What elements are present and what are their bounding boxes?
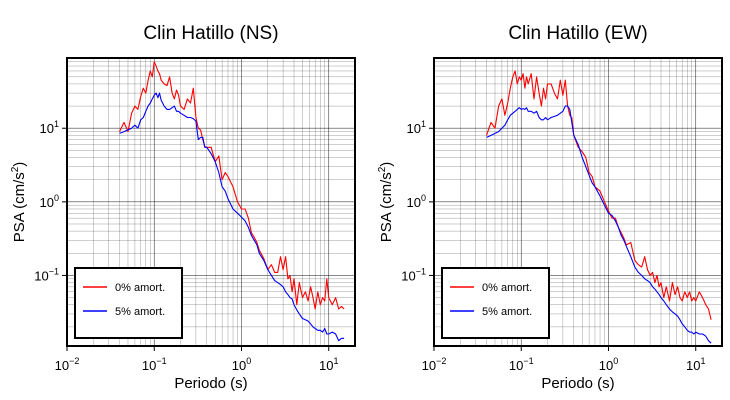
y-axis-label-end: ) — [378, 162, 395, 167]
y-tick-label: 10−1 — [401, 266, 426, 283]
y-axis-label: PSA (cm/s2) — [377, 162, 395, 243]
y-tick-exp: −1 — [416, 266, 426, 276]
y-tick-label: 10−1 — [34, 266, 59, 283]
chart-title: Clin Hatillo (EW) — [508, 23, 647, 44]
chart-panel-ns: Clin Hatillo (NS) 10−2 10−1 100 10110−11001… — [10, 23, 356, 392]
x-tick-base: 10 — [319, 358, 333, 373]
x-tick-exp: 1 — [333, 356, 338, 366]
y-tick-base: 10 — [407, 195, 421, 210]
x-tick-exp: −1 — [156, 356, 166, 366]
x-tick-base: 10 — [422, 358, 436, 373]
series-line-undamped — [119, 61, 345, 310]
chart-panel-ew: Clin Hatillo (EW) 10−2 10−1 100 10110−11001… — [377, 23, 723, 392]
y-tick-exp: 0 — [54, 193, 59, 203]
legend: 0% amort. 5% amort. — [74, 267, 183, 339]
y-tick-label: 100 — [40, 193, 59, 210]
y-tick-base: 10 — [407, 121, 421, 136]
legend-label-damped: 5% amort. — [115, 306, 165, 318]
y-axis-label-sup: 2 — [377, 166, 388, 172]
x-tick-label: 10−2 — [55, 356, 80, 373]
y-tick-base: 10 — [40, 195, 54, 210]
x-tick-label: 10−1 — [509, 356, 534, 373]
x-tick-base: 10 — [599, 358, 613, 373]
y-tick-exp: 1 — [54, 119, 59, 129]
chart-title: Clin Hatillo (NS) — [143, 23, 278, 44]
x-axis-label: Periodo (s) — [174, 375, 247, 392]
x-tick-exp: 0 — [246, 356, 251, 366]
series-line-damped — [119, 92, 345, 342]
legend-label-undamped: 0% amort. — [482, 282, 532, 294]
x-tick-exp: −1 — [523, 356, 533, 366]
y-axis-label-main: PSA (cm/s — [11, 172, 28, 242]
y-axis-label-sup: 2 — [10, 166, 21, 172]
x-tick-exp: 0 — [613, 356, 618, 366]
grid-lines — [67, 58, 355, 346]
series-lines — [485, 70, 712, 344]
y-axis-label-main: PSA (cm/s — [378, 172, 395, 242]
y-axis-label: PSA (cm/s2) — [10, 162, 28, 243]
y-tick-exp: 1 — [421, 119, 426, 129]
y-tick-label: 101 — [407, 119, 426, 136]
x-tick-label: 101 — [319, 356, 338, 373]
y-tick-label: 101 — [40, 119, 59, 136]
x-tick-base: 10 — [142, 358, 156, 373]
x-tick-base: 10 — [55, 358, 69, 373]
y-axis-label-end: ) — [11, 162, 28, 167]
y-tick-base: 10 — [40, 121, 54, 136]
x-tick-base: 10 — [509, 358, 523, 373]
y-tick-exp: 0 — [421, 193, 426, 203]
x-tick-label: 10−2 — [422, 356, 447, 373]
x-tick-base: 10 — [232, 358, 246, 373]
x-tick-exp: 1 — [700, 356, 705, 366]
legend: 0% amort. 5% amort. — [441, 267, 550, 339]
y-tick-exp: −1 — [49, 266, 59, 276]
legend-box — [441, 267, 550, 339]
legend-label-undamped: 0% amort. — [115, 282, 165, 294]
x-tick-base: 10 — [686, 358, 700, 373]
legend-label-damped: 5% amort. — [482, 306, 532, 318]
x-tick-label: 100 — [232, 356, 251, 373]
legend-box — [74, 267, 183, 339]
x-tick-exp: −2 — [69, 356, 79, 366]
series-lines — [119, 61, 345, 342]
x-tick-label: 10−1 — [142, 356, 167, 373]
series-line-damped — [486, 105, 712, 344]
y-tick-base: 10 — [401, 268, 415, 283]
x-axis-label: Periodo (s) — [541, 375, 614, 392]
x-tick-label: 100 — [599, 356, 618, 373]
x-tick-exp: −2 — [436, 356, 446, 366]
y-tick-base: 10 — [34, 268, 48, 283]
x-tick-label: 101 — [686, 356, 705, 373]
y-tick-label: 100 — [407, 193, 426, 210]
